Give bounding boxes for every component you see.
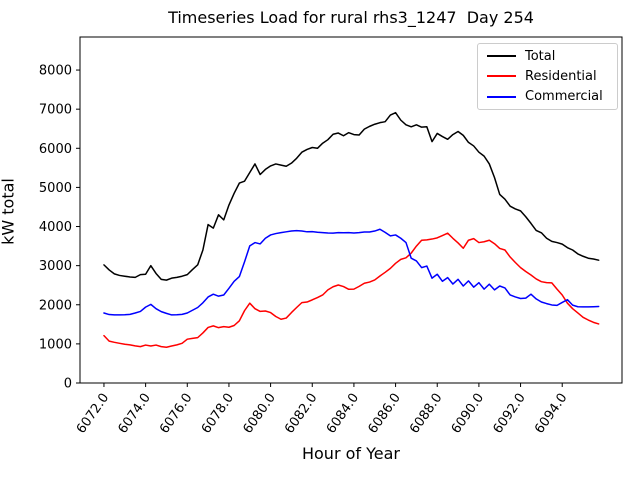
x-tick-label: 6084.0 <box>324 391 362 437</box>
legend-label-total: Total <box>525 48 556 64</box>
legend-entry-commercial: Commercial <box>478 87 617 107</box>
y-tick-label: 4000 <box>39 220 72 235</box>
x-tick-label: 6086.0 <box>365 391 403 437</box>
legend-label-commercial: Commercial <box>525 89 603 105</box>
total-line-swatch <box>487 55 516 58</box>
x-tick-label: 6078.0 <box>199 391 237 437</box>
x-tick-label: 6088.0 <box>407 391 445 437</box>
commercial-line-swatch <box>487 95 516 98</box>
y-tick-label: 0 <box>64 377 72 392</box>
x-tick-label: 6082.0 <box>282 391 320 437</box>
legend-label-residential: Residential <box>525 68 597 84</box>
y-axis-label: kW total <box>0 178 18 245</box>
chart-title: Timeseries Load for rural rhs3_1247 Day … <box>168 8 534 27</box>
x-tick-label: 6072.0 <box>74 391 112 437</box>
x-tick-label: 6080.0 <box>240 391 278 437</box>
axes-frame <box>79 36 623 384</box>
y-tick-label: 6000 <box>39 142 72 157</box>
y-tick-label: 8000 <box>39 64 72 79</box>
y-tick-label: 3000 <box>39 259 72 274</box>
x-tick-label: 6074.0 <box>116 391 154 437</box>
x-tick-label: 6094.0 <box>532 391 570 437</box>
x-axis-label: Hour of Year <box>301 444 400 463</box>
y-tick-label: 7000 <box>39 103 72 118</box>
series-line-residential <box>103 232 600 348</box>
series-line-commercial <box>103 228 600 316</box>
residential-line-swatch <box>487 75 516 78</box>
x-tick-label: 6076.0 <box>157 391 195 437</box>
x-tick-label: 6092.0 <box>490 391 528 437</box>
legend-entry-total: Total <box>478 46 617 66</box>
y-tick-label: 2000 <box>39 298 72 313</box>
x-tick-label: 6090.0 <box>449 391 487 437</box>
series-line-total <box>103 111 600 281</box>
y-tick-label: 5000 <box>39 181 72 196</box>
legend: Total Residential Commercial <box>477 43 618 110</box>
legend-entry-residential: Residential <box>478 66 617 86</box>
y-tick-label: 1000 <box>39 337 72 352</box>
